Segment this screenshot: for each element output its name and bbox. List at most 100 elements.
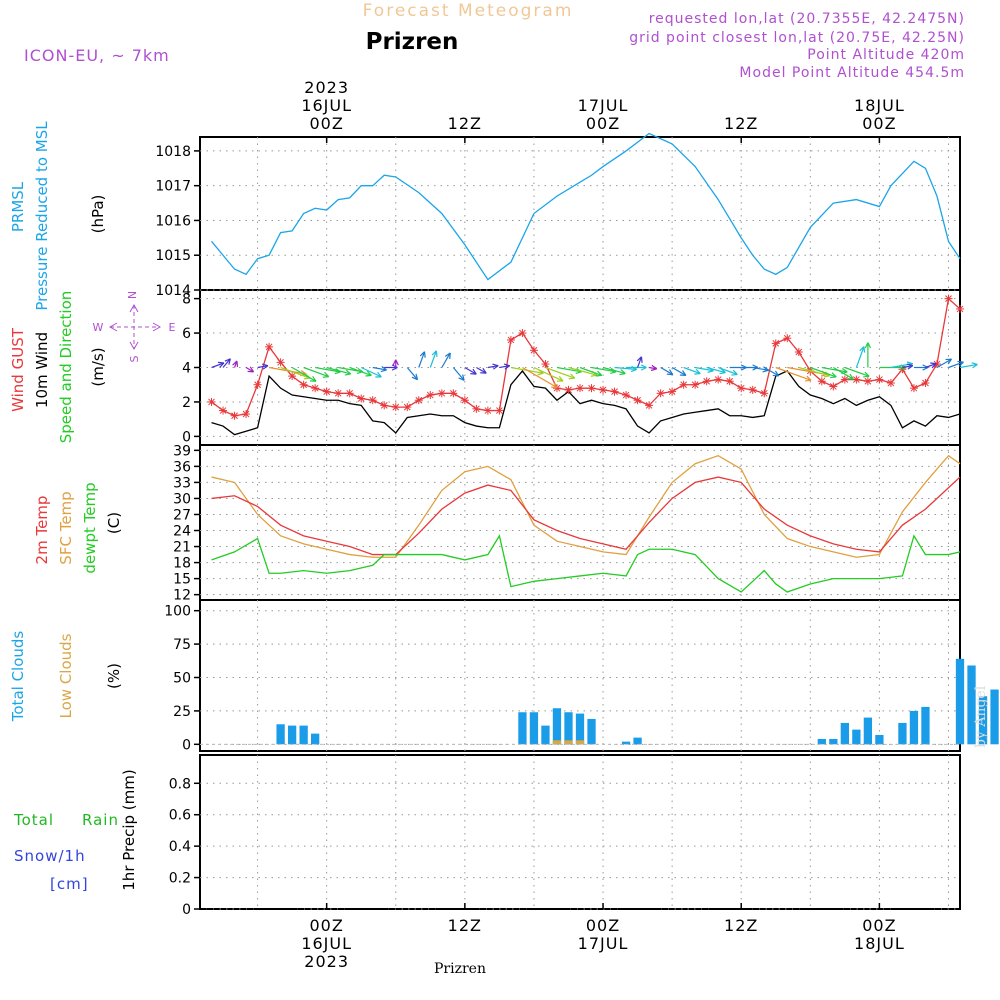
point-altitude: Point Altitude 420m [807,47,965,63]
wind-arrow-head [492,363,499,367]
gust-marker-d2 [519,329,526,337]
wind-arrow-head [392,359,397,366]
wind-arrow-shaft [810,366,837,378]
gust-marker-d2 [369,396,377,404]
wind-arrow-head [668,369,674,375]
gust-marker-d2 [415,396,423,404]
wind-arrow [602,366,626,376]
total-cloud-bar [875,734,884,745]
wind-arrow-head [423,351,426,358]
wind-arrow-head [804,379,812,382]
wind-arrow [522,366,558,389]
wind-arrow-shaft [556,366,582,373]
gust-marker [391,403,400,412]
temp-tick-label: 30 [173,491,191,507]
wind-arrow-head [630,368,637,373]
wind-arrow-head [558,376,564,382]
wind-arrow-shaft [671,366,687,376]
gust-marker [599,385,608,394]
wind-arrow-shaft [545,366,575,379]
wind-arrow-head [619,372,626,376]
compass-n: N [126,291,139,299]
wind-arrow-head [568,377,575,380]
wind-arrow-head [906,363,913,367]
gust-marker-d2 [714,376,722,383]
wind-arrow-head [640,356,643,363]
wind-arrow [441,352,451,368]
wind-arrow-head [823,375,830,378]
top-time-label: 00Z [310,114,344,133]
gust-marker [863,377,872,386]
gust-marker [253,380,262,389]
pressure-tick-label: 1017 [155,179,191,195]
wind-arrow [533,366,564,382]
gust-marker-d2 [841,376,849,383]
wind-arrow [959,362,978,369]
wind-arrow-head [590,374,597,377]
gust-marker [368,396,377,405]
gust-marker [357,394,366,403]
wind-arrow-head [462,374,465,381]
gust-marker-d2 [749,386,757,394]
wind-arrow [392,359,399,368]
top-time-label: 2023 [304,78,349,97]
gust-label: Wind GUST [9,327,27,412]
gust-marker [483,406,492,415]
wind-arrow-shaft [844,366,870,377]
wind-arrow-head [322,376,329,378]
gust-marker-d2 [565,386,572,394]
wind-arrow-head [312,376,317,382]
wind-arrow-head [682,370,687,376]
temp-tick-label: 24 [173,524,191,540]
wind-arrow-head [377,371,382,378]
low-cloud-bar [564,740,573,745]
total-cloud-bar [840,722,849,745]
wind-arrow-head [849,373,854,380]
wind-arrow [418,351,426,368]
wind-arrow [660,366,674,376]
gust-marker [276,358,285,367]
total-cloud-bar [633,737,642,745]
precip-total-label: Total [13,811,54,829]
gust-marker-d2 [922,379,929,387]
wind-arrow-head [595,374,602,377]
gust-marker [633,396,642,405]
precip-tick-label: 0.4 [169,839,191,855]
compass-w: W [93,321,104,334]
temp-tick-label: 27 [173,507,191,523]
wind-arrow-head [907,365,914,370]
total-cloud-bar [299,725,308,745]
wind-arrow-shaft [821,366,848,373]
gust-marker-d2 [726,377,734,385]
wind-arrow-head [931,363,937,369]
wind-arrow [406,367,419,381]
wind-arrow-head [570,373,576,379]
gust-marker-d2 [357,395,365,402]
wind-arrow [487,363,499,370]
model-altitude: Model Point Altitude 454.5m [739,65,965,81]
wind-arrow-head [864,371,870,377]
gust-marker-d2 [599,386,607,394]
gust-marker-d2 [760,389,768,397]
wind-arrow-head [922,366,929,371]
total-cloud-bar [564,712,573,745]
gridpoint-coordinates: grid point closest lon,lat (20.75E, 42.2… [629,30,965,46]
wind-arrow-head [261,363,269,367]
wind-arrow [222,358,231,368]
gust-marker [944,294,953,303]
total-cloud-bar [990,689,999,745]
gust-marker-d2 [818,377,826,385]
clouds-unit: (%) [105,663,123,689]
wind-arrow-shaft [268,366,307,375]
gust-marker [449,389,458,398]
gust-marker [380,401,389,410]
gust-marker [414,396,423,405]
clouds-tick-label: 0 [182,737,191,753]
wind-arrow-head [650,368,657,372]
panel-labels: PRMSL Pressure Reduced to MSL (hPa) Wind GU… [9,121,176,893]
gust-marker [576,384,584,393]
wind-arrow [232,360,239,368]
wind-arrow-head [900,366,907,371]
wind-arrow [717,366,738,376]
